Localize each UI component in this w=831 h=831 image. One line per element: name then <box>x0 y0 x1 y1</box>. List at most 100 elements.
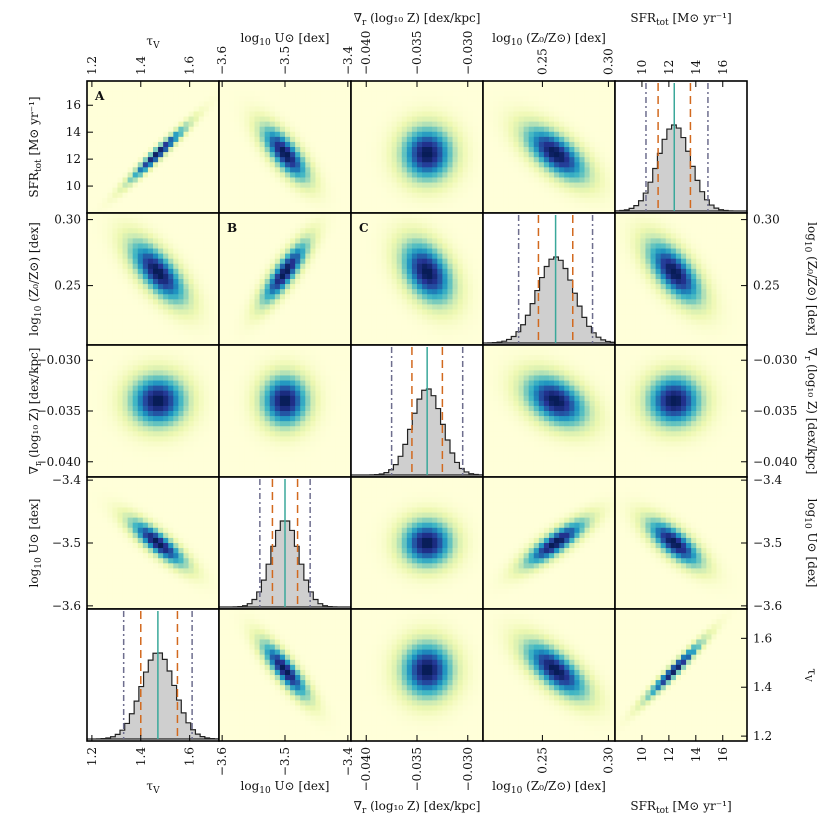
density-cell <box>229 319 235 326</box>
density-cell <box>351 243 357 250</box>
density-cell <box>401 238 408 244</box>
density-cell <box>254 319 261 326</box>
density-cell <box>254 187 261 194</box>
density-cell <box>153 218 159 224</box>
density-cell <box>142 233 149 239</box>
density-cell <box>137 96 144 102</box>
density-cell <box>356 192 362 199</box>
density-cell <box>102 172 108 178</box>
density-cell <box>345 213 352 219</box>
density-cell <box>285 202 291 209</box>
density-cell <box>325 329 332 336</box>
density-cell <box>153 167 159 173</box>
density-cell <box>285 101 291 107</box>
density-cell <box>422 233 428 239</box>
density-cell <box>107 147 113 153</box>
density-cell <box>386 116 393 123</box>
density-cell <box>376 223 382 229</box>
density-cell <box>604 131 611 138</box>
density-cell <box>239 116 245 123</box>
density-cell <box>574 106 580 112</box>
density-cell <box>620 334 626 341</box>
density-cell <box>604 121 611 128</box>
density-cell <box>300 91 306 97</box>
density-cell <box>554 131 560 138</box>
density-cell <box>249 91 256 97</box>
density-cell <box>290 131 296 138</box>
density-cell <box>559 202 565 209</box>
density-cell <box>274 147 281 153</box>
density-cell <box>107 258 113 265</box>
density-cell <box>589 177 596 184</box>
density-cell <box>371 131 377 138</box>
density-cell <box>102 116 108 123</box>
density-cell <box>640 314 646 321</box>
density-cell <box>386 187 393 194</box>
density-cell <box>518 106 525 112</box>
density-cell <box>396 111 403 118</box>
density-cell <box>422 243 428 250</box>
density-cell <box>87 223 93 229</box>
density-cell <box>87 126 93 133</box>
density-cell <box>508 172 514 178</box>
density-cell <box>508 162 514 168</box>
density-cell <box>239 162 245 168</box>
density-cell <box>351 121 357 128</box>
density-cell <box>92 91 98 97</box>
density-cell <box>188 152 195 158</box>
density-cell <box>122 314 129 321</box>
density-cell <box>467 319 474 326</box>
density-cell <box>432 268 438 275</box>
density-cell <box>132 294 139 300</box>
density-cell <box>147 126 154 133</box>
density-cell <box>203 228 210 234</box>
density-cell <box>178 289 184 295</box>
density-cell <box>417 243 423 250</box>
density-cell <box>635 279 641 285</box>
density-cell <box>315 289 322 295</box>
density-cell <box>325 141 332 148</box>
density-cell <box>112 334 118 341</box>
density-cell <box>569 86 575 92</box>
density-cell <box>198 106 205 112</box>
density-cell <box>503 157 509 163</box>
density-cell <box>518 91 525 97</box>
density-cell <box>361 121 367 128</box>
density-cell <box>188 228 195 234</box>
density-cell <box>620 243 626 250</box>
density-cell <box>117 223 124 229</box>
density-cell <box>244 319 250 326</box>
density-cell <box>432 187 438 194</box>
density-cell <box>295 284 301 290</box>
density-cell <box>351 202 357 209</box>
density-cell <box>102 136 108 143</box>
density-cell <box>193 273 200 280</box>
density-cell <box>193 263 200 270</box>
density-cell <box>254 106 261 112</box>
density-cell <box>625 339 631 346</box>
density-cell <box>345 268 352 275</box>
density-cell <box>650 218 657 224</box>
density-cell <box>442 167 448 173</box>
density-cell <box>285 314 291 321</box>
density-cell <box>178 101 184 107</box>
density-cell <box>406 126 413 133</box>
density-cell <box>173 289 179 295</box>
density-cell <box>330 121 337 128</box>
density-cell <box>259 126 266 133</box>
density-cell <box>518 121 525 128</box>
density-cell <box>147 147 154 153</box>
density-cell <box>173 126 179 133</box>
density-cell <box>650 213 657 219</box>
density-cell <box>320 309 327 316</box>
density-cell <box>234 228 240 234</box>
density-cell <box>538 177 545 184</box>
density-cell <box>122 299 129 305</box>
density-cell <box>432 233 438 239</box>
density-cell <box>249 233 256 239</box>
density-cell <box>630 304 636 310</box>
density-cell <box>269 147 276 153</box>
density-cell <box>630 228 636 234</box>
density-cell <box>620 339 626 346</box>
density-cell <box>87 197 93 204</box>
